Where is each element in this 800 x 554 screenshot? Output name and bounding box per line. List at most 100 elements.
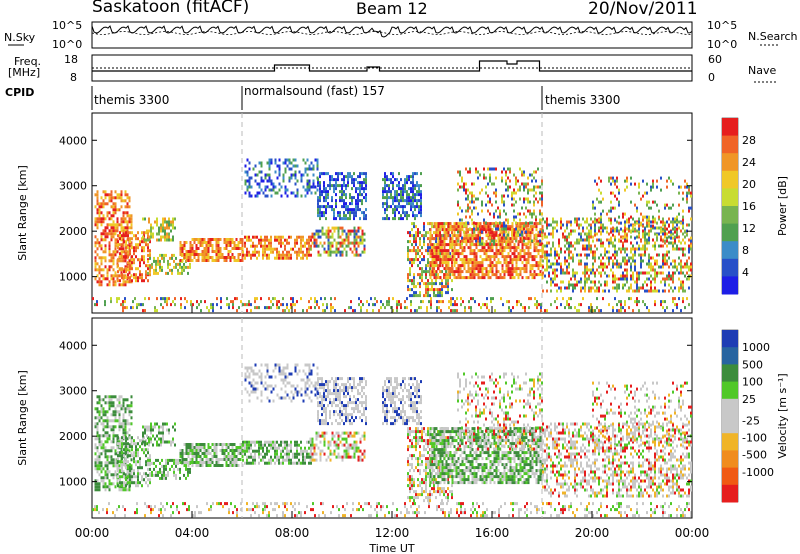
heatmap-cell [666, 250, 668, 254]
heatmap-cell [622, 283, 624, 287]
heatmap-cell [501, 267, 504, 271]
heatmap-cell [423, 255, 425, 259]
heatmap-cell [445, 282, 447, 286]
heatmap-cell [525, 224, 527, 228]
heatmap-cell [410, 187, 412, 191]
heatmap-cell [646, 306, 648, 310]
heatmap-cell [610, 218, 612, 222]
heatmap-cell [114, 283, 117, 287]
heatmap-cell [636, 297, 638, 301]
heatmap-cell [596, 268, 598, 272]
heatmap-cell [471, 240, 474, 244]
heatmap-cell [302, 185, 305, 189]
heatmap-cell [564, 244, 566, 248]
heatmap-cell [654, 300, 656, 304]
heatmap-cell [654, 262, 656, 266]
heatmap-cell [509, 258, 512, 262]
heatmap-cell [495, 191, 497, 195]
heatmap-cell [308, 167, 311, 171]
heatmap-cell [110, 428, 113, 432]
heatmap-cell [106, 473, 109, 477]
colorbar-segment [722, 206, 738, 225]
heatmap-cell [241, 244, 244, 247]
heatmap-cell [355, 199, 357, 203]
heatmap-cell [350, 306, 352, 310]
heatmap-cell [584, 220, 586, 224]
heatmap-cell [469, 215, 471, 219]
heatmap-cell [108, 470, 111, 474]
heatmap-cell [626, 247, 628, 251]
heatmap-cell [439, 246, 442, 250]
heatmap-cell [449, 276, 451, 280]
heatmap-cell [640, 265, 642, 269]
heatmap-cell [396, 190, 398, 194]
heatmap-cell [445, 234, 448, 238]
heatmap-cell [483, 258, 486, 262]
heatmap-cell [650, 268, 652, 272]
heatmap-cell [167, 271, 169, 275]
heatmap-cell [345, 193, 347, 197]
heatmap-cell [473, 194, 475, 198]
heatmap-cell [517, 222, 520, 226]
heatmap-cell [351, 208, 353, 212]
heatmap-cell [96, 446, 99, 450]
heatmap-cell [139, 243, 141, 247]
heatmap-cell [98, 413, 101, 417]
heatmap-cell [189, 244, 192, 247]
heatmap-cell [519, 273, 522, 277]
heatmap-cell [508, 300, 510, 304]
heatmap-cell [104, 232, 107, 236]
heatmap-cell [610, 221, 612, 225]
heatmap-cell [497, 258, 500, 262]
heatmap-cell [100, 223, 103, 227]
heatmap-cell [521, 230, 523, 234]
heatmap-cell [357, 202, 359, 206]
heatmap-cell [521, 225, 524, 229]
heatmap-cell [388, 300, 390, 304]
heatmap-cell [211, 247, 214, 250]
heatmap-cell [355, 205, 357, 209]
heatmap-cell [584, 268, 586, 272]
heatmap-cell [618, 283, 620, 287]
heatmap-cell [688, 256, 690, 260]
heatmap-cell [449, 240, 452, 244]
heatmap-cell [592, 203, 594, 207]
heatmap-cell [642, 247, 644, 251]
heatmap-cell [453, 276, 456, 280]
heatmap-cell [145, 276, 147, 280]
heatmap-cell [471, 267, 474, 271]
heatmap-cell [688, 185, 690, 189]
heatmap-cell [493, 242, 495, 246]
heatmap-cell [443, 267, 446, 271]
heatmap-cell [493, 231, 496, 235]
heatmap-cell [96, 268, 99, 272]
heatmap-cell [529, 221, 531, 225]
heatmap-cell [497, 252, 500, 256]
heatmap-cell [386, 202, 388, 206]
heatmap-cell [164, 226, 166, 230]
heatmap-cell [185, 259, 188, 262]
heatmap-cell [435, 261, 438, 265]
heatmap-cell [254, 247, 256, 251]
heatmap-cell [125, 255, 127, 259]
heatmap-cell [159, 253, 161, 257]
heatmap-cell [602, 262, 604, 266]
heatmap-cell [116, 464, 119, 468]
heatmap-cell [278, 253, 280, 257]
heatmap-cell [439, 282, 441, 286]
heatmap-cell [312, 179, 315, 183]
heatmap-cell [463, 234, 466, 238]
heatmap-cell [461, 242, 463, 246]
heatmap-cell [394, 208, 396, 212]
heatmap-cell [475, 167, 477, 171]
heatmap-cell [481, 276, 484, 280]
heatmap-cell [674, 220, 676, 224]
heatmap-cell [421, 267, 423, 271]
heatmap-cell [529, 188, 531, 192]
heatmap-cell [515, 246, 518, 250]
heatmap-cell [335, 172, 337, 176]
heatmap-cell [114, 419, 117, 423]
heatmap-cell [355, 190, 357, 194]
heatmap-cell [152, 226, 154, 230]
heatmap-cell [138, 303, 140, 307]
